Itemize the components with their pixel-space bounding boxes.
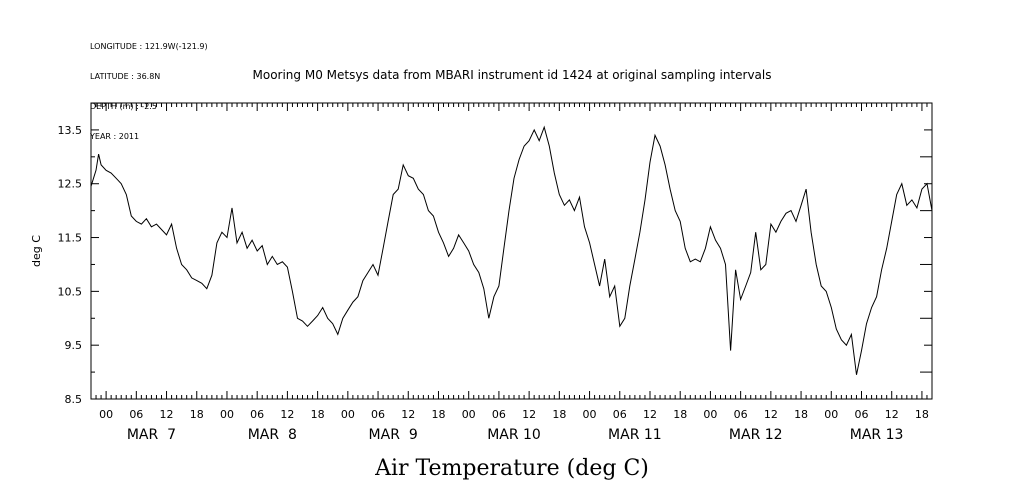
- x-hour-label: 18: [915, 408, 929, 421]
- x-hour-label: 18: [552, 408, 566, 421]
- x-day-label: MAR 9: [369, 427, 418, 443]
- y-tick-label: 12.5: [58, 178, 83, 191]
- x-day-label: MAR 8: [248, 427, 297, 443]
- x-hour-label: 12: [885, 408, 899, 421]
- chart-title: Mooring M0 Metsys data from MBARI instru…: [253, 68, 772, 82]
- x-hour-label: 18: [311, 408, 325, 421]
- x-hour-label: 12: [522, 408, 536, 421]
- x-hour-label: 00: [99, 408, 113, 421]
- x-hour-label: 18: [794, 408, 808, 421]
- x-hour-label: 06: [250, 408, 264, 421]
- x-hour-label: 00: [341, 408, 355, 421]
- x-hour-label: 06: [492, 408, 506, 421]
- x-day-label: MAR 10: [487, 427, 541, 443]
- x-hour-label: 18: [431, 408, 445, 421]
- latitude-label: LATITUDE : 36.8N: [90, 72, 161, 81]
- x-hour-label: 06: [129, 408, 143, 421]
- x-hour-label: 12: [401, 408, 415, 421]
- x-hour-label: 00: [824, 408, 838, 421]
- y-axis: 8.5 9.5 10.5 11.5 12.5 13.5: [58, 124, 932, 406]
- longitude-label: LONGITUDE : 121.9W(-121.9): [90, 42, 208, 51]
- x-day-label: MAR 7: [127, 427, 176, 443]
- x-day-label: MAR 11: [608, 427, 662, 443]
- x-hour-label: 12: [764, 408, 778, 421]
- x-hour-label: 12: [280, 408, 294, 421]
- year-label: YEAR : 2011: [90, 132, 140, 141]
- y-tick-label: 8.5: [65, 393, 83, 406]
- x-axis: 00 06 12 18 00 06 12 18 00 06 12 18 00 06 12 18 00 06 12 18…: [90, 103, 933, 443]
- x-hour-label: 00: [462, 408, 476, 421]
- plot-frame: [90, 102, 933, 400]
- x-hour-label: 06: [613, 408, 627, 421]
- x-hour-label: 18: [190, 408, 204, 421]
- y-axis-label: deg C: [30, 235, 43, 267]
- x-hour-label: 12: [643, 408, 657, 421]
- x-day-label: MAR 12: [729, 427, 783, 443]
- x-hour-label: 00: [220, 408, 234, 421]
- x-hour-label: 06: [734, 408, 748, 421]
- y-tick-label: 10.5: [58, 285, 83, 298]
- series-line-air-temperature: [90, 125, 933, 375]
- x-axis-label: Air Temperature (deg C): [374, 456, 649, 481]
- x-hour-label: 06: [854, 408, 868, 421]
- x-hour-label: 06: [371, 408, 385, 421]
- x-hour-label: 00: [703, 408, 717, 421]
- y-tick-label: 11.5: [58, 232, 83, 245]
- x-hour-label: 12: [160, 408, 174, 421]
- x-hour-label: 18: [673, 408, 687, 421]
- y-tick-label: 9.5: [65, 339, 83, 352]
- x-hour-label: 00: [583, 408, 597, 421]
- x-day-label: MAR 13: [850, 427, 904, 443]
- y-tick-label: 13.5: [58, 124, 83, 137]
